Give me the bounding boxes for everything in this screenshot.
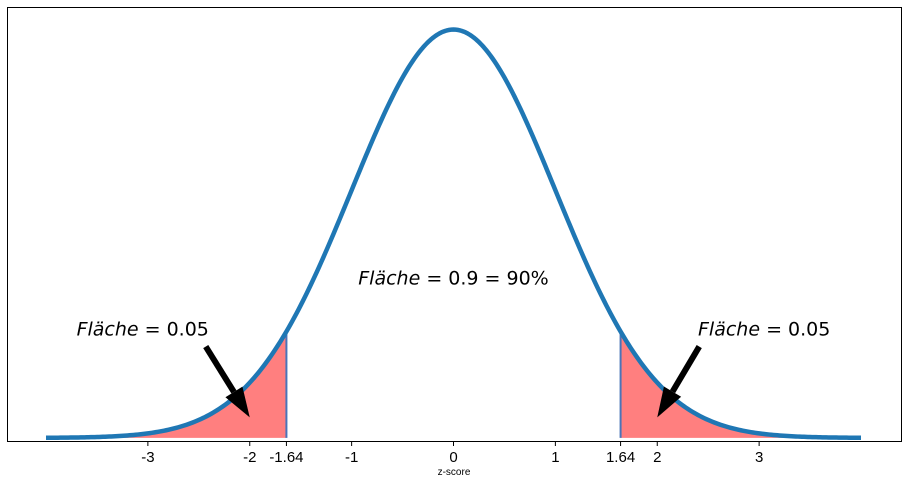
- annotations: Fläche = 0.9 = 90%Fläche = 0.05 Fläche = …: [77, 267, 831, 340]
- arrow-right-shaft: [669, 345, 702, 394]
- arrows: [203, 344, 702, 418]
- x-tick-label: -1.64: [269, 449, 303, 466]
- x-axis-ticks: -3 -2 -1.64 -1 0 1 1.64 2 3: [141, 442, 763, 466]
- annotation-value: = 0.9 = 90%: [420, 267, 548, 289]
- x-tick-label: 3: [755, 449, 763, 466]
- annotation-value: = 0.05: [139, 319, 209, 341]
- annotation-value: = 0.05: [760, 319, 830, 341]
- arrow-right-head: [657, 386, 682, 418]
- x-tick-label: -3: [141, 449, 154, 466]
- x-tick-label: -2: [243, 449, 256, 466]
- x-tick-label: 1.64: [606, 449, 635, 466]
- annotation-right: Fläche = 0.05: [698, 319, 830, 341]
- plot-frame: [7, 7, 902, 442]
- annotation-word: Fläche: [698, 319, 760, 341]
- x-tick-label: 0: [449, 449, 457, 466]
- annotation-word: Fläche: [77, 319, 139, 341]
- annotation-word: Fläche: [358, 267, 420, 289]
- x-tick-label: -1: [345, 449, 358, 466]
- right-tail-fill: [620, 331, 861, 438]
- density-curve: [45, 27, 862, 441]
- annotation-left: Fläche = 0.05: [77, 319, 209, 341]
- x-axis-label: z-score: [438, 467, 471, 478]
- arrow-left-head: [225, 386, 250, 418]
- annotation-center: Fläche = 0.9 = 90%: [358, 267, 548, 289]
- arrow-left-shaft: [203, 344, 237, 394]
- x-tick-label: 1: [551, 449, 559, 466]
- left-tail-fill: [46, 331, 287, 438]
- x-tick-label: 2: [653, 449, 661, 466]
